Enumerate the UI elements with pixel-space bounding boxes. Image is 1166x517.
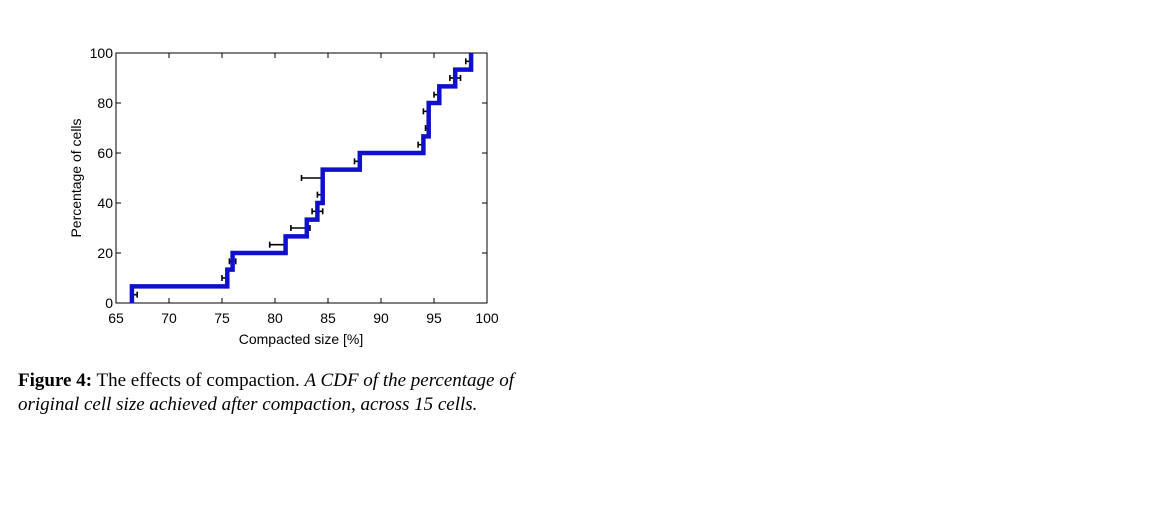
y-axis-title: Percentage of cells	[68, 118, 84, 237]
error-bars	[131, 58, 472, 298]
cdf-chart: 65 70 75 80 85 90 95 100 0 20 40 60 80 100 Compacted…	[68, 45, 499, 347]
x-tick-label: 85	[320, 310, 336, 326]
y-tick-label: 40	[97, 195, 113, 211]
x-tick-label: 95	[426, 310, 442, 326]
x-axis-title: Compacted size [%]	[239, 331, 364, 347]
error-bar	[300, 175, 324, 181]
y-tick-label: 100	[90, 45, 114, 61]
y-tick-label: 20	[97, 245, 113, 261]
y-tick-label: 60	[97, 145, 113, 161]
y-tick-label: 0	[105, 295, 113, 311]
y-tick-label: 80	[97, 95, 113, 111]
caption-lead: The effects of compaction.	[96, 370, 300, 391]
figure-caption: Figure 4: The effects of compaction. A C…	[18, 369, 578, 417]
x-tick-label: 80	[267, 310, 283, 326]
x-tick-label: 65	[108, 310, 124, 326]
series-layer	[129, 53, 474, 303]
y-axis: 0 20 40 60 80 100	[90, 45, 487, 311]
caption-label: Figure 4:	[18, 370, 93, 391]
x-axis: 65 70 75 80 85 90 95 100	[108, 53, 499, 326]
x-tick-label: 75	[214, 310, 230, 326]
x-tick-label: 90	[373, 310, 389, 326]
x-tick-label: 100	[475, 310, 499, 326]
plot-frame	[115, 52, 488, 304]
cdf-step-line	[129, 53, 474, 303]
x-tick-label: 70	[161, 310, 177, 326]
error-bar	[268, 241, 287, 248]
caption-body: A CDF of the percentage of original cell…	[18, 370, 515, 415]
